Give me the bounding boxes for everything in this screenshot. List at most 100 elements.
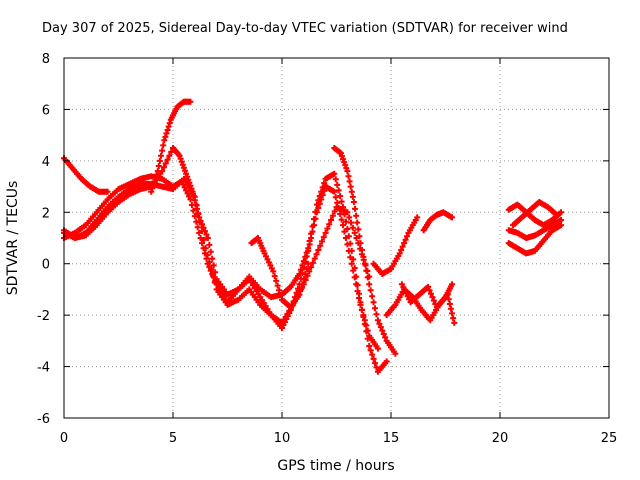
data-point	[315, 247, 322, 253]
data-point	[328, 217, 335, 223]
data-point	[376, 320, 383, 327]
data-point	[370, 355, 377, 362]
data-point	[360, 312, 367, 319]
data-point	[193, 218, 200, 225]
data-point	[347, 254, 354, 261]
data-point	[553, 211, 560, 218]
data-point	[338, 216, 345, 223]
data-point	[430, 297, 437, 304]
series-track-f	[331, 145, 399, 357]
data-point	[166, 120, 173, 127]
data-point	[402, 236, 409, 243]
data-point	[398, 247, 405, 253]
data-point	[331, 208, 338, 215]
data-point	[367, 287, 374, 294]
data-point	[558, 217, 565, 223]
data-point	[189, 190, 196, 197]
data-point	[370, 299, 377, 306]
data-point	[374, 345, 381, 352]
data-point	[427, 290, 434, 297]
data-point	[451, 319, 458, 326]
data-point	[366, 343, 373, 349]
data-point	[364, 327, 371, 334]
data-point	[320, 234, 327, 241]
data-point	[345, 247, 352, 254]
data-point	[312, 215, 319, 222]
data-point	[350, 199, 357, 205]
data-point	[179, 161, 186, 168]
data-point	[353, 212, 360, 219]
data-point	[558, 222, 565, 229]
data-point	[158, 152, 165, 159]
data-point	[350, 267, 357, 274]
data-point	[329, 212, 336, 219]
data-point	[354, 288, 361, 295]
series-track-a	[61, 145, 390, 375]
data-point	[209, 255, 216, 262]
x-tick-label: 10	[274, 431, 291, 446]
data-point	[425, 283, 432, 290]
data-point	[187, 98, 194, 105]
data-point	[379, 327, 386, 334]
x-axis-label: GPS time / hours	[277, 458, 394, 474]
data-point	[302, 271, 309, 277]
data-point	[104, 188, 111, 195]
data-point	[149, 185, 156, 192]
data-point	[356, 295, 363, 301]
x-tick-label: 0	[60, 431, 68, 446]
data-point	[382, 334, 389, 341]
x-tick-label: 15	[383, 431, 400, 446]
data-point	[349, 224, 356, 231]
data-point	[206, 264, 213, 271]
data-point	[335, 187, 342, 194]
series-track-k	[398, 281, 456, 311]
data-point	[207, 248, 214, 255]
data-point	[206, 241, 213, 248]
data-point	[340, 222, 347, 229]
data-point	[414, 214, 421, 221]
data-point	[155, 163, 162, 169]
data-point	[338, 198, 345, 205]
series-track-o	[510, 199, 560, 229]
plot-frame	[63, 57, 610, 419]
series-track-c	[61, 173, 373, 326]
data-point	[151, 178, 158, 185]
data-point	[163, 130, 170, 137]
data-point	[300, 276, 307, 283]
data-point	[203, 255, 210, 262]
data-point	[200, 236, 207, 243]
data-point	[324, 225, 331, 232]
data-point	[426, 287, 433, 294]
data-point	[166, 152, 173, 159]
data-point	[334, 181, 341, 188]
data-point	[345, 173, 352, 180]
axis-ticks: 0 5 10 15 20 25 -6 -4 -2 0 2 4 6 8	[37, 52, 617, 446]
data-point	[364, 274, 371, 281]
data-point	[347, 183, 354, 190]
data-point	[352, 205, 359, 212]
data-point	[162, 133, 169, 140]
data-point	[401, 240, 408, 247]
data-point	[196, 229, 203, 236]
data-point	[392, 350, 399, 357]
data-point	[429, 294, 436, 301]
x-tick-label: 5	[169, 431, 177, 446]
series-track-i	[420, 209, 456, 234]
data-point	[354, 219, 361, 226]
data-point	[318, 196, 325, 203]
data-point	[363, 322, 370, 329]
y-tick-label: -2	[37, 309, 50, 324]
data-point	[274, 282, 281, 289]
data-point	[180, 164, 187, 171]
data-point	[403, 233, 410, 240]
data-point	[337, 211, 344, 217]
data-point	[344, 209, 351, 216]
data-point	[311, 255, 318, 262]
data-point	[351, 229, 358, 236]
data-point	[337, 193, 344, 199]
data-point	[154, 168, 161, 175]
series-track-h	[370, 214, 421, 277]
data-point	[308, 235, 315, 241]
data-point	[270, 268, 277, 275]
data-point	[449, 281, 456, 288]
